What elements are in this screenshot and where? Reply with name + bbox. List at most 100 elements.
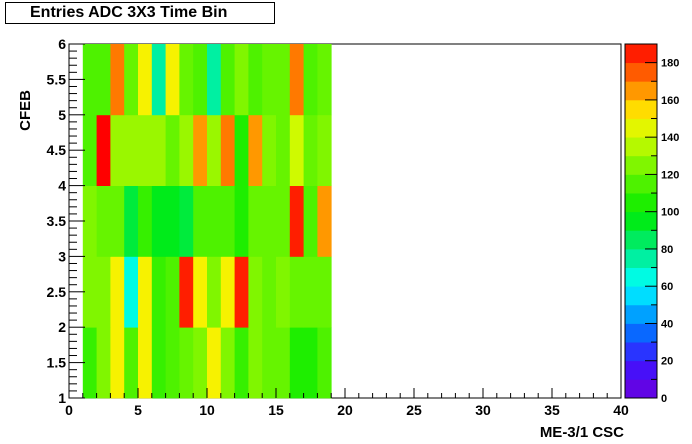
heatmap-cell <box>248 44 263 116</box>
y-tick-label: 2 <box>58 319 66 335</box>
heatmap-cell <box>207 114 222 186</box>
heatmap-cell <box>110 185 125 257</box>
heatmap-cell <box>151 114 166 186</box>
x-tick-label: 30 <box>475 402 491 418</box>
heatmap-cell <box>234 327 249 399</box>
heatmap-cell <box>262 44 277 116</box>
heatmap-cell <box>179 185 194 257</box>
y-tick-label: 1.5 <box>47 355 67 371</box>
heatmap-cell <box>151 185 166 257</box>
heatmap-cell <box>303 44 318 116</box>
heatmap-cell <box>151 256 166 328</box>
y-tick-label: 2.5 <box>47 284 67 300</box>
color-scale-segment <box>625 193 657 213</box>
y-tick-label: 5 <box>58 107 66 123</box>
heatmap-cell <box>317 327 332 399</box>
heatmap-cell <box>207 44 222 116</box>
color-scale-frame <box>624 43 658 399</box>
x-tick-label: 15 <box>268 402 284 418</box>
y-tick-label: 3.5 <box>47 213 67 229</box>
y-axis: 1 1.5 2 2.5 3 3.5 4 4.5 5 5.5 6 <box>47 36 85 406</box>
color-scale-label: 120 <box>661 169 679 181</box>
heatmap-cell <box>96 44 111 116</box>
heatmap-cell <box>303 185 318 257</box>
heatmap-cell <box>220 327 235 399</box>
color-scale-segment <box>625 62 657 82</box>
heatmap-cell <box>96 185 111 257</box>
heatmap-cell <box>248 256 263 328</box>
heatmap-cell <box>138 185 153 257</box>
heatmap-cell <box>207 327 222 399</box>
heatmap-cell <box>138 44 153 116</box>
heatmap-cell <box>262 256 277 328</box>
color-scale-segment <box>625 286 657 306</box>
heatmap-cell <box>317 185 332 257</box>
y-tick-label: 4.5 <box>47 142 67 158</box>
heatmap-cell <box>124 256 139 328</box>
color-scale-segment <box>625 267 657 287</box>
heatmap-cell <box>248 185 263 257</box>
color-scale-segment <box>625 248 657 268</box>
heatmap-cell <box>138 327 153 399</box>
heatmap-cell <box>96 327 111 399</box>
x-tick-label: 20 <box>337 402 353 418</box>
color-scale-segment <box>625 379 657 399</box>
x-axis: 0 5 10 15 20 25 30 35 40 <box>65 388 629 418</box>
heatmap-cell <box>82 185 97 257</box>
color-scale-segment <box>625 118 657 138</box>
color-scale-segment <box>625 44 657 64</box>
x-tick-label: 25 <box>406 402 422 418</box>
color-scale-label: 60 <box>661 281 673 293</box>
x-tick-label: 0 <box>65 402 73 418</box>
heatmap-cell <box>207 256 222 328</box>
heatmap-cell <box>165 327 180 399</box>
heatmap-cell <box>234 114 249 186</box>
heatmap-cell <box>165 114 180 186</box>
color-scale-label: 100 <box>661 207 679 219</box>
heatmap-cell <box>262 114 277 186</box>
y-axis-title: CFEB <box>17 90 34 131</box>
y-tick-label: 6 <box>58 36 66 52</box>
color-scale-segment <box>625 304 657 324</box>
heatmap-cell <box>289 44 304 116</box>
heatmap-cell <box>179 44 194 116</box>
y-tick-label: 5.5 <box>47 71 67 87</box>
heatmap-cell <box>207 185 222 257</box>
heatmap-cell <box>220 114 235 186</box>
heatmap-cell <box>289 327 304 399</box>
heatmap-cell <box>317 44 332 116</box>
color-scale-segment <box>625 323 657 343</box>
heatmap-cell <box>303 327 318 399</box>
heatmap-cell <box>248 327 263 399</box>
color-scale-label: 160 <box>661 95 679 107</box>
heatmap-cell <box>303 256 318 328</box>
heatmap-cell <box>151 44 166 116</box>
heatmap-cell <box>138 114 153 186</box>
x-tick-label: 35 <box>544 402 560 418</box>
color-scale-segment <box>625 230 657 250</box>
heatmap-cell <box>179 114 194 186</box>
x-tick-label: 10 <box>199 402 215 418</box>
x-axis-title: ME-3/1 CSC <box>540 424 624 441</box>
color-scale-segment <box>625 99 657 119</box>
heatmap-cell <box>124 185 139 257</box>
color-scale-segment <box>625 360 657 380</box>
heatmap-cell <box>110 44 125 116</box>
heatmap-cell <box>110 327 125 399</box>
heatmap-cell <box>276 256 291 328</box>
heatmap-cell <box>193 256 208 328</box>
heatmap-cell <box>110 114 125 186</box>
heatmap-cell <box>234 185 249 257</box>
heatmap-cell <box>138 256 153 328</box>
heatmap-cell <box>165 256 180 328</box>
color-scale-label: 0 <box>661 393 667 405</box>
heatmap-cell <box>276 185 291 257</box>
heatmap-cell <box>317 256 332 328</box>
heatmap-cell <box>179 327 194 399</box>
heatmap-cell <box>82 114 97 186</box>
heatmap-cell <box>82 44 97 116</box>
heatmap-cell <box>317 114 332 186</box>
heatmap-cell <box>82 327 97 399</box>
heatmap-cell <box>234 256 249 328</box>
